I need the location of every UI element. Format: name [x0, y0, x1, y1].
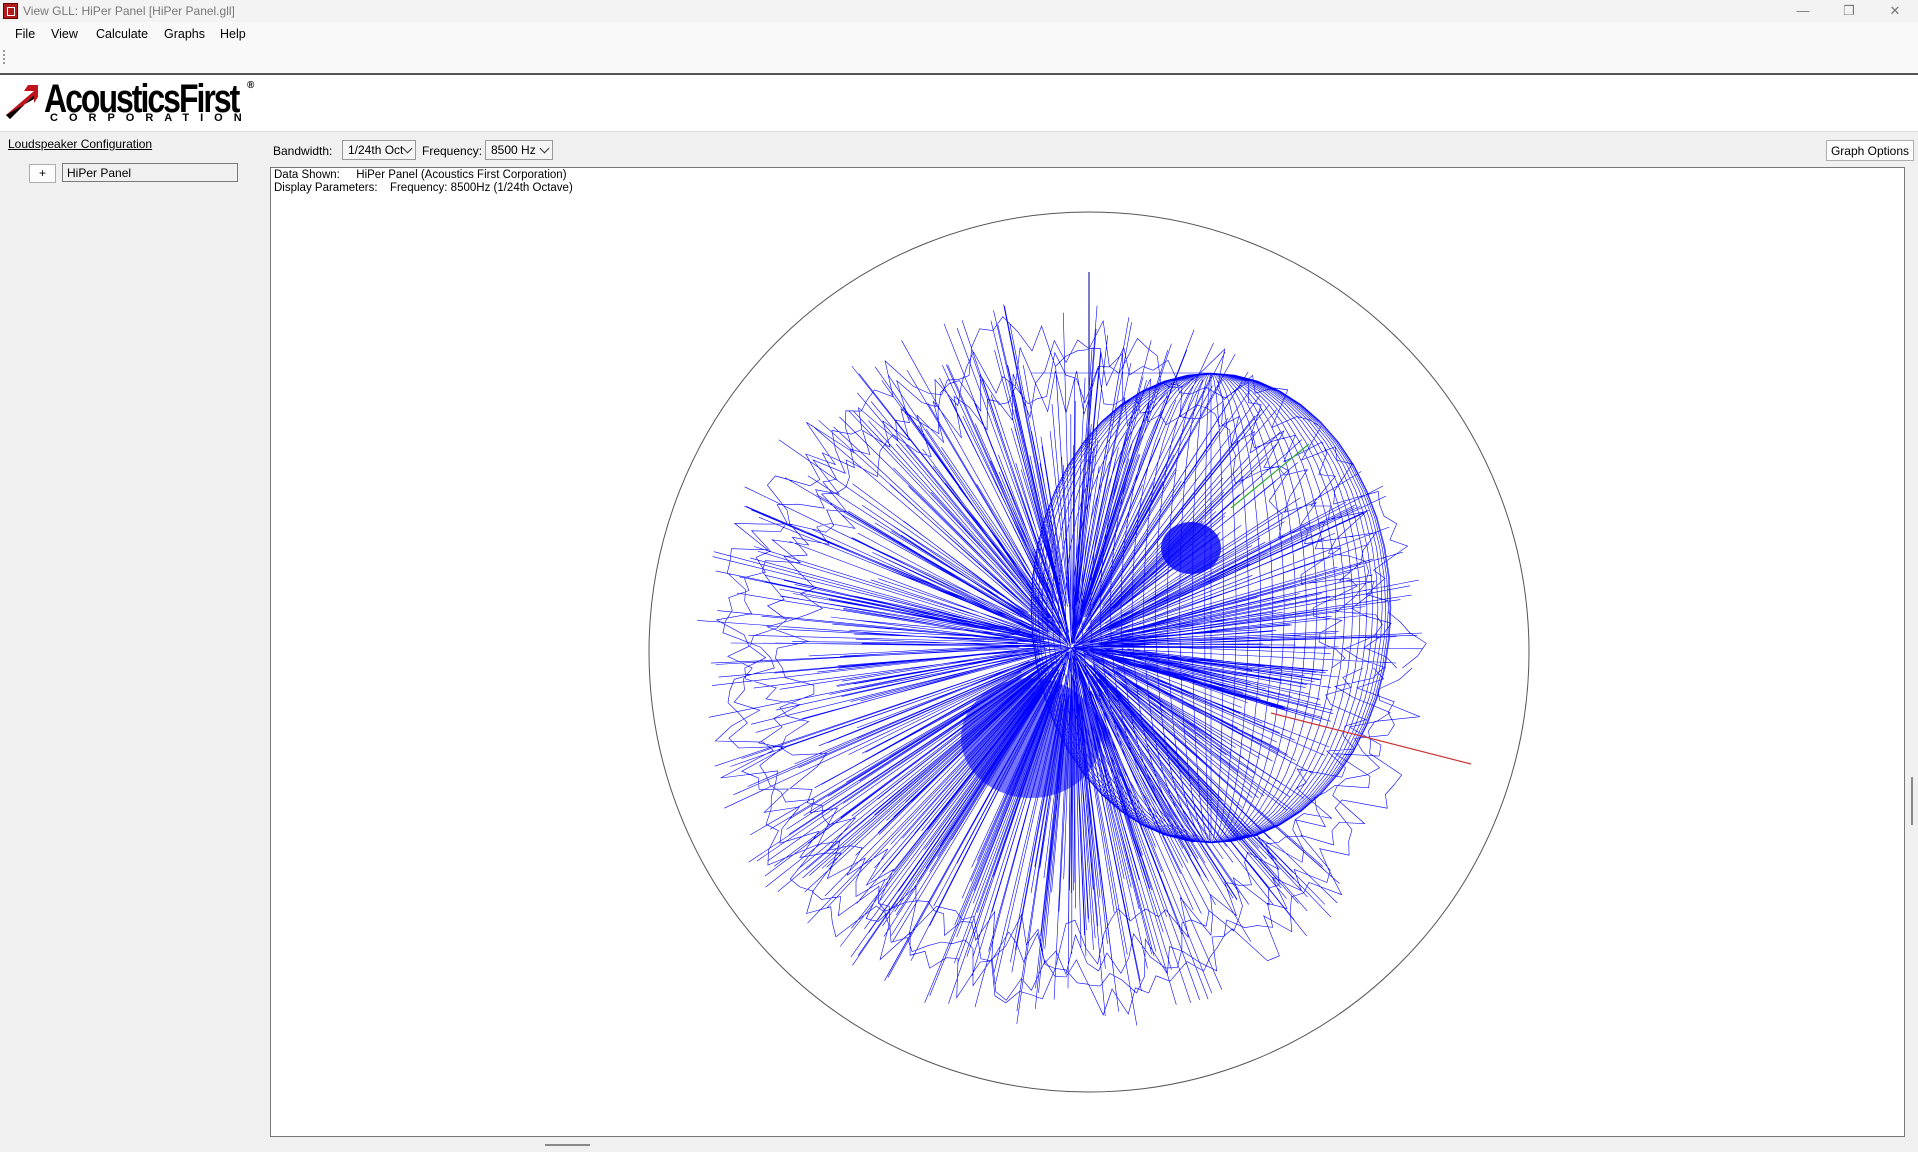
bandwidth-label: Bandwidth:: [273, 144, 333, 158]
y-axis-line: [1230, 443, 1310, 509]
graph-options-button[interactable]: Graph Options: [1826, 140, 1914, 161]
restore-button[interactable]: ❐: [1843, 3, 1855, 18]
expand-button[interactable]: +: [29, 164, 56, 183]
minimize-button[interactable]: —: [1796, 3, 1810, 18]
bandwidth-value: 1/24th Oct: [348, 143, 404, 157]
frequency-label: Frequency:: [422, 144, 483, 158]
title-bar: View GLL: HiPer Panel [HiPer Panel.gll] …: [0, 0, 1918, 22]
balloon-lobe: [1161, 522, 1221, 574]
speaker-name-field[interactable]: HiPer Panel: [62, 163, 238, 182]
frequency-value: 8500 Hz: [491, 143, 536, 157]
loudspeaker-configuration-link[interactable]: Loudspeaker Configuration: [8, 137, 153, 151]
logo-text: AcousticsFirst: [44, 77, 240, 121]
menu-help[interactable]: Help: [220, 27, 246, 41]
balloon-plot: [648, 211, 1530, 1093]
logo-arrow-icon: [6, 85, 38, 119]
menu-view[interactable]: View: [51, 27, 78, 41]
reference-circle: [648, 211, 1530, 1093]
display-parameters-label: Display Parameters:: [274, 182, 378, 194]
window-title: View GLL: HiPer Panel [HiPer Panel.gll]: [23, 4, 235, 18]
app-icon: [3, 3, 18, 19]
chevron-down-icon: [402, 143, 413, 154]
horizontal-scrollbar[interactable]: [545, 1144, 590, 1146]
menu-graphs[interactable]: Graphs: [164, 27, 205, 41]
balloon-lobe: [961, 678, 1101, 798]
balloon-mesh: [697, 304, 1427, 1026]
balloon-wireframe: [697, 304, 1427, 1026]
frequency-select[interactable]: 8500 Hz: [485, 140, 553, 160]
menu-file[interactable]: File: [15, 27, 36, 41]
logo-subtitle: CORPORATION: [50, 112, 253, 124]
menu-calculate[interactable]: Calculate: [96, 27, 149, 41]
display-parameters-value: Frequency: 8500Hz (1/24th Octave): [389, 182, 573, 194]
logo-banner: AcousticsFirst ® CORPORATION: [0, 75, 1918, 132]
data-shown-label: Data Shown:: [274, 169, 340, 181]
balloon-plot-area[interactable]: Data Shown: HiPer Panel (Acoustics First…: [270, 167, 1905, 1137]
logo-registered-mark: ®: [247, 80, 255, 91]
vertical-scrollbar[interactable]: [1911, 777, 1913, 825]
menu-bar: File View Calculate Graphs Help: [0, 22, 1918, 46]
toolstrip: [0, 46, 1918, 75]
close-button[interactable]: ✕: [1889, 3, 1901, 18]
toolstrip-grip-icon[interactable]: [3, 50, 5, 65]
chevron-down-icon: [539, 143, 550, 154]
bandwidth-select[interactable]: 1/24th Oct: [342, 140, 416, 160]
data-shown-value: HiPer Panel (Acoustics First Corporation…: [356, 169, 567, 181]
x-axis-line: [1270, 712, 1472, 765]
